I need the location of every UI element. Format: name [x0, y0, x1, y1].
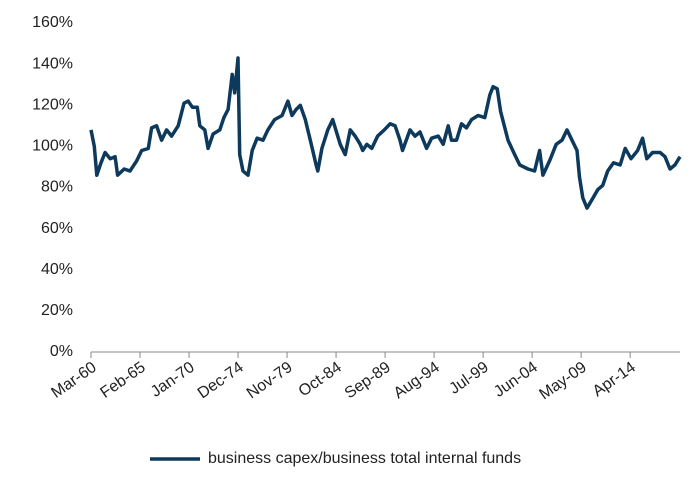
x-tick-label: Jan-70 — [148, 359, 198, 401]
x-tick-label: Nov-79 — [244, 359, 296, 403]
x-tick-label: Mar-60 — [48, 359, 99, 402]
x-tick-label: Jul-99 — [446, 359, 492, 398]
x-tick-label: Feb-65 — [97, 359, 148, 402]
y-tick-label: 120% — [32, 96, 73, 113]
x-tick-label: Dec-74 — [195, 359, 247, 403]
y-tick-label: 100% — [32, 138, 73, 155]
x-tick-label: Oct-84 — [296, 359, 345, 401]
legend-label: business capex/business total internal f… — [208, 450, 521, 467]
y-tick-label: 160% — [32, 14, 73, 31]
y-tick-label: 20% — [41, 302, 73, 319]
y-tick-label: 140% — [32, 55, 73, 72]
x-tick-label: May-09 — [536, 359, 590, 404]
y-tick-label: 60% — [41, 220, 73, 237]
line — [89, 56, 682, 210]
x-tick-label: Jun-04 — [491, 359, 541, 401]
x-tick-label: Sep-89 — [342, 359, 394, 403]
y-tick-label: 0% — [50, 343, 73, 360]
y-tick-label: 80% — [41, 179, 73, 196]
y-tick-label: 40% — [41, 261, 73, 278]
x-tick-label: Aug-94 — [391, 359, 443, 403]
x-tick-label: Apr-14 — [590, 359, 639, 401]
